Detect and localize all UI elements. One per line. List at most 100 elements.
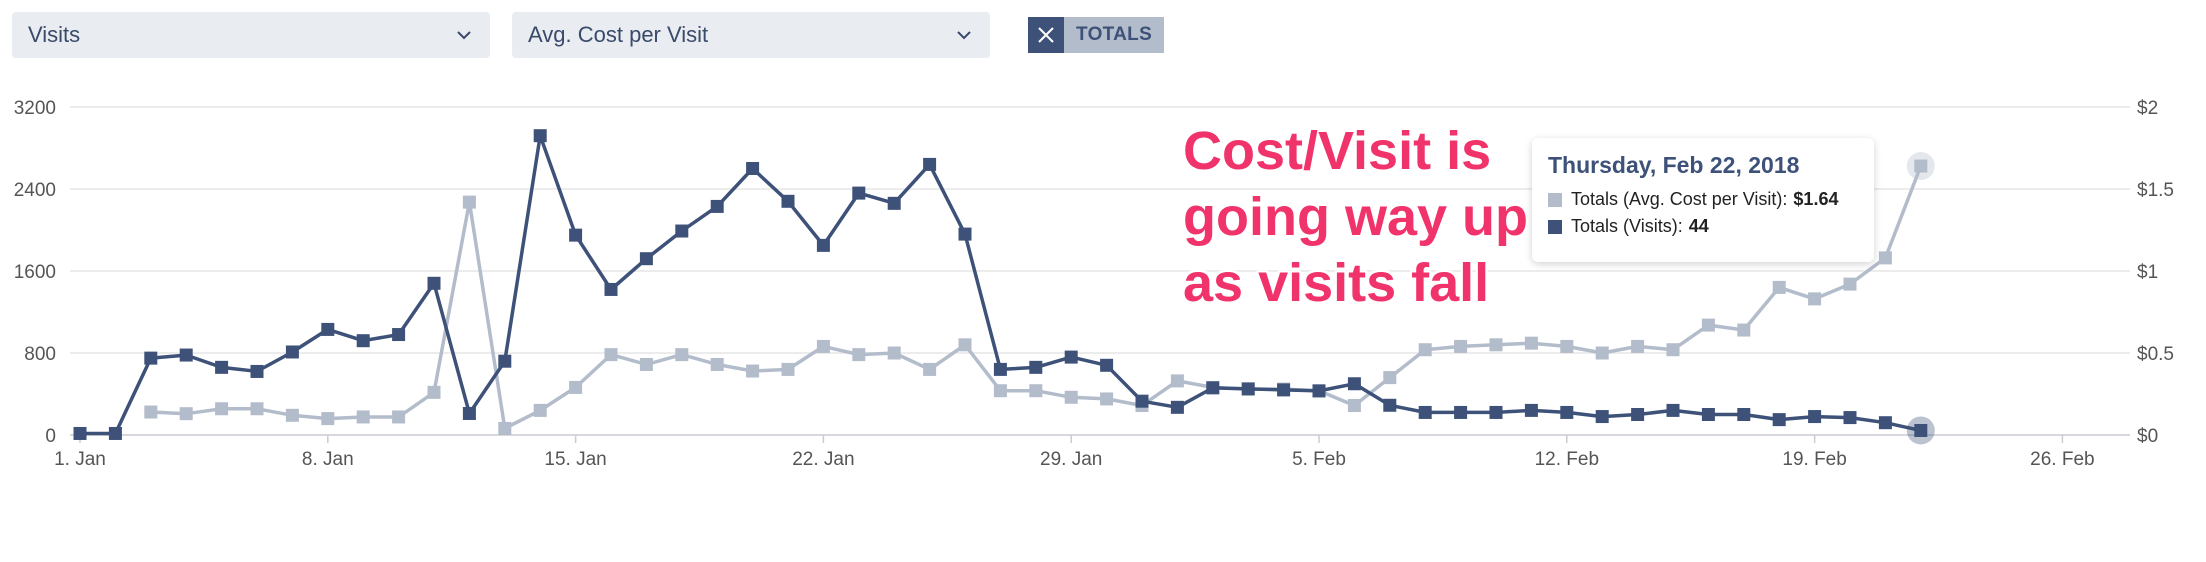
data-point-visits[interactable]: [1878, 416, 1892, 430]
data-point-visits[interactable]: [1029, 360, 1043, 374]
data-point-visits[interactable]: [852, 186, 866, 200]
data-point-visits[interactable]: [144, 351, 158, 365]
data-point-visits[interactable]: [746, 162, 760, 175]
data-point-visits[interactable]: [639, 252, 653, 266]
data-point-visits[interactable]: [1100, 358, 1114, 372]
data-point-visits[interactable]: [604, 282, 618, 296]
data-point-cost[interactable]: [179, 407, 193, 421]
data-point-visits[interactable]: [1418, 405, 1432, 419]
data-point-cost[interactable]: [1737, 323, 1751, 337]
data-point-visits[interactable]: [285, 345, 299, 359]
data-point-cost[interactable]: [923, 362, 937, 376]
data-point-visits[interactable]: [321, 322, 335, 336]
metric-select-cost[interactable]: Avg. Cost per Visit: [512, 12, 990, 58]
data-point-cost[interactable]: [1666, 343, 1680, 357]
data-point-visits[interactable]: [1631, 408, 1645, 421]
data-point-cost[interactable]: [1595, 346, 1609, 360]
data-point-cost[interactable]: [1347, 398, 1361, 412]
data-point-cost[interactable]: [1701, 318, 1715, 332]
data-point-cost[interactable]: [675, 348, 689, 362]
data-point-visits[interactable]: [1312, 384, 1326, 398]
data-point-visits[interactable]: [356, 334, 370, 348]
data-point-visits[interactable]: [108, 426, 122, 440]
data-point-cost[interactable]: [250, 402, 264, 416]
data-point-visits[interactable]: [569, 228, 583, 242]
data-point-cost[interactable]: [1843, 277, 1857, 291]
data-point-visits[interactable]: [1383, 398, 1397, 412]
data-point-visits[interactable]: [1595, 410, 1609, 424]
data-point-cost[interactable]: [852, 348, 866, 362]
data-point-cost[interactable]: [285, 408, 299, 422]
data-point-visits[interactable]: [1560, 405, 1574, 419]
data-point-visits[interactable]: [533, 129, 547, 143]
data-point-cost[interactable]: [746, 364, 760, 378]
data-point-visits[interactable]: [993, 362, 1007, 376]
data-point-cost[interactable]: [1631, 339, 1645, 353]
data-point-cost[interactable]: [1454, 339, 1468, 353]
data-point-visits[interactable]: [1064, 350, 1078, 364]
data-point-cost[interactable]: [1560, 339, 1574, 353]
data-point-cost[interactable]: [1029, 384, 1043, 398]
data-point-cost[interactable]: [215, 402, 229, 416]
data-point-visits[interactable]: [958, 227, 972, 241]
data-point-visits[interactable]: [1170, 400, 1184, 414]
data-point-cost[interactable]: [887, 346, 901, 360]
data-point-visits[interactable]: [675, 224, 689, 238]
data-point-cost[interactable]: [1914, 159, 1928, 173]
data-point-visits[interactable]: [179, 348, 193, 362]
data-point-visits[interactable]: [1489, 405, 1503, 419]
data-point-visits[interactable]: [1524, 403, 1538, 417]
data-point-cost[interactable]: [533, 403, 547, 417]
data-point-visits[interactable]: [1701, 408, 1715, 421]
data-point-cost[interactable]: [1524, 336, 1538, 350]
data-point-visits[interactable]: [1737, 408, 1751, 421]
data-point-visits[interactable]: [1666, 403, 1680, 417]
data-point-cost[interactable]: [958, 338, 972, 352]
data-point-cost[interactable]: [710, 357, 724, 371]
data-point-visits[interactable]: [1843, 411, 1857, 425]
data-point-cost[interactable]: [993, 384, 1007, 398]
data-point-cost[interactable]: [1100, 392, 1114, 406]
data-point-cost[interactable]: [781, 362, 795, 376]
data-point-cost[interactable]: [498, 421, 512, 435]
data-point-cost[interactable]: [1878, 251, 1892, 265]
remove-totals-button[interactable]: [1028, 17, 1064, 53]
data-point-cost[interactable]: [1170, 374, 1184, 388]
data-point-visits[interactable]: [1772, 413, 1786, 427]
data-point-visits[interactable]: [1808, 410, 1822, 424]
data-point-visits[interactable]: [710, 199, 724, 213]
data-point-cost[interactable]: [356, 410, 370, 424]
data-point-cost[interactable]: [1808, 292, 1822, 306]
data-point-cost[interactable]: [1772, 280, 1786, 294]
data-point-cost[interactable]: [427, 385, 441, 399]
metric-select-visits[interactable]: Visits: [12, 12, 490, 58]
data-point-visits[interactable]: [1241, 382, 1255, 396]
data-point-visits[interactable]: [781, 194, 795, 208]
data-point-visits[interactable]: [498, 354, 512, 368]
data-point-visits[interactable]: [427, 276, 441, 290]
data-point-visits[interactable]: [1454, 405, 1468, 419]
data-point-visits[interactable]: [923, 157, 937, 171]
data-point-cost[interactable]: [816, 339, 830, 353]
data-point-cost[interactable]: [604, 348, 618, 362]
data-point-visits[interactable]: [1914, 423, 1928, 437]
data-point-cost[interactable]: [1064, 390, 1078, 404]
data-point-cost[interactable]: [1489, 338, 1503, 352]
data-point-visits[interactable]: [1206, 381, 1220, 395]
data-point-cost[interactable]: [569, 380, 583, 394]
data-point-visits[interactable]: [1347, 377, 1361, 391]
data-point-visits[interactable]: [1135, 394, 1149, 408]
data-point-visits[interactable]: [250, 364, 264, 378]
data-point-cost[interactable]: [1418, 343, 1432, 357]
data-point-cost[interactable]: [462, 195, 476, 209]
data-point-visits[interactable]: [1277, 383, 1291, 397]
data-point-visits[interactable]: [462, 406, 476, 420]
data-point-cost[interactable]: [639, 357, 653, 371]
data-point-visits[interactable]: [392, 328, 406, 342]
data-point-cost[interactable]: [1383, 371, 1397, 385]
data-point-cost[interactable]: [144, 405, 158, 419]
data-point-visits[interactable]: [73, 426, 87, 440]
data-point-cost[interactable]: [321, 412, 335, 426]
data-point-visits[interactable]: [887, 196, 901, 210]
data-point-visits[interactable]: [816, 238, 830, 252]
